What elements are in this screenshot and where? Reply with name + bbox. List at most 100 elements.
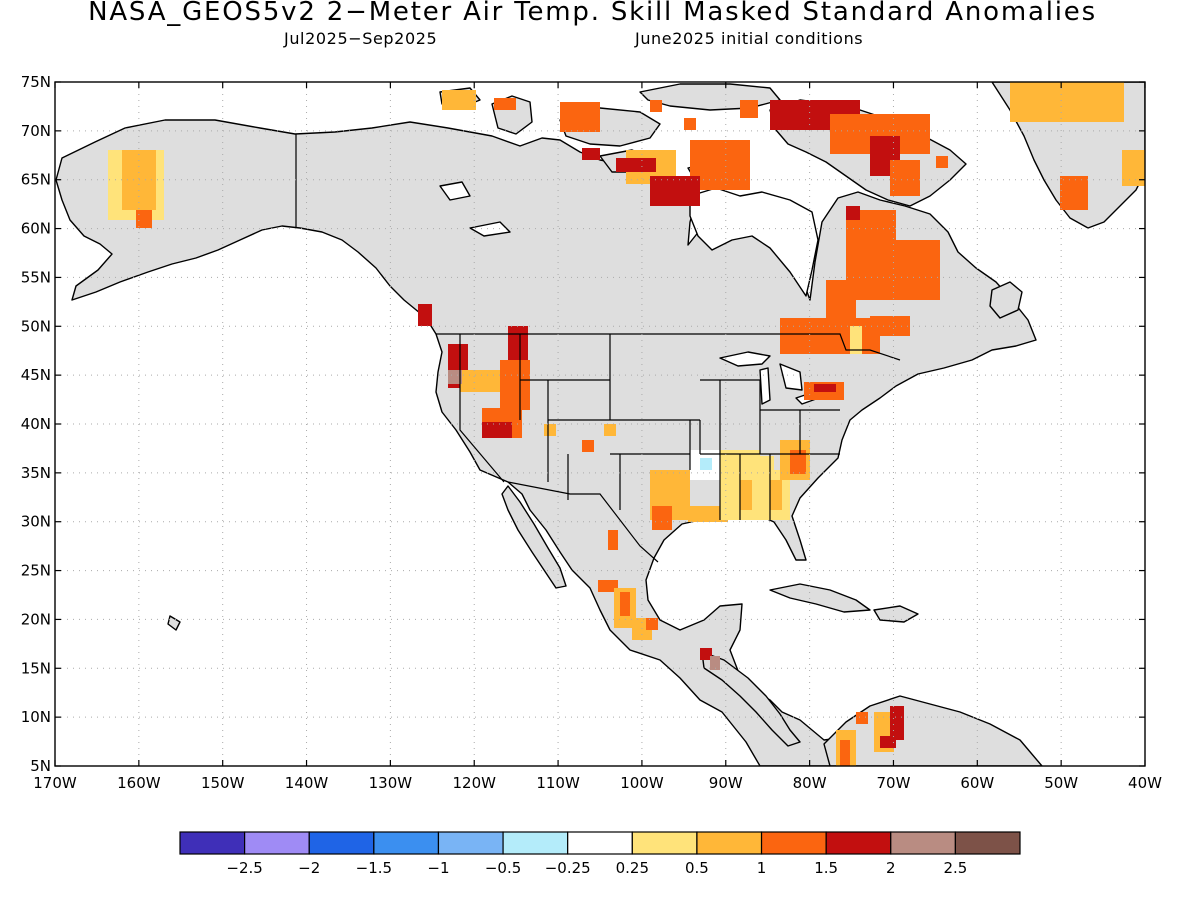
anomaly-cell — [1010, 82, 1124, 122]
anomaly-cell — [740, 480, 752, 510]
lon-tick-label: 130W — [369, 774, 413, 792]
lon-tick-label: 160W — [117, 774, 161, 792]
lon-tick-label: 170W — [33, 774, 77, 792]
cuba — [769, 583, 871, 613]
anomaly-cell — [1060, 176, 1088, 210]
lat-tick-label: 45N — [21, 366, 51, 384]
hawaii-island — [167, 615, 181, 631]
colorbar-label: 1 — [757, 859, 767, 877]
north-america-landmass — [55, 119, 1037, 766]
lat-tick-label: 65N — [21, 171, 51, 189]
initial-conditions: June2025 initial conditions — [635, 29, 864, 48]
colorbar-swatch — [567, 831, 633, 855]
newfoundland — [989, 281, 1023, 319]
colorbar-label: −1 — [427, 859, 449, 877]
anomaly-cell — [582, 440, 594, 452]
lat-tick-label: 50N — [21, 317, 51, 335]
lon-tick-label: 40W — [1128, 774, 1162, 792]
anomaly-cell — [710, 656, 720, 670]
anomaly-cell — [604, 424, 616, 436]
anomaly-cell — [582, 148, 600, 160]
colorbar-label: −1.5 — [356, 859, 392, 877]
anomaly-cell — [814, 384, 836, 392]
anomaly-shading — [108, 82, 1145, 766]
colorbar-swatch — [502, 831, 569, 855]
anomaly-cell — [890, 160, 920, 196]
lat-tick-label: 40N — [21, 415, 51, 433]
colorbar-label: −2.5 — [226, 859, 262, 877]
colorbar-swatch — [696, 831, 763, 855]
colorbar-label: 0.5 — [685, 859, 709, 877]
colorbar-label: −2 — [298, 859, 320, 877]
lat-tick-label: 60N — [21, 220, 51, 238]
anomaly-cell — [846, 206, 860, 220]
central-america — [701, 651, 801, 747]
lon-tick-label: 110W — [536, 774, 580, 792]
anomaly-cell — [494, 98, 516, 110]
anomaly-cell — [780, 318, 880, 354]
anomaly-cell — [442, 90, 476, 110]
colorbar-swatch — [244, 831, 310, 855]
colorbar-swatch — [373, 831, 440, 855]
anomaly-cell — [646, 618, 658, 630]
baja-california — [501, 485, 567, 589]
anomaly-cell — [740, 100, 758, 118]
lat-tick-label: 35N — [21, 464, 51, 482]
lon-tick-label: 60W — [960, 774, 994, 792]
colorbar-swatch — [825, 831, 892, 855]
map-title: NASA_GEOS5v2 2−Meter Air Temp. Skill Mas… — [88, 0, 1097, 27]
anomaly-cell — [890, 706, 904, 740]
lat-tick-label: 25N — [21, 562, 51, 580]
anomaly-cell — [826, 280, 856, 320]
anomaly-cell — [890, 240, 940, 300]
anomaly-cell — [880, 736, 896, 748]
anomaly-cell — [936, 156, 948, 168]
anomaly-cell — [608, 530, 618, 550]
colorbar-swatch — [890, 831, 956, 855]
forecast-period: Jul2025−Sep2025 — [284, 29, 438, 48]
colorbar-swatch — [760, 831, 827, 855]
anomaly-cell — [1122, 150, 1145, 186]
colorbar-label: 2 — [886, 859, 896, 877]
anomaly-cell — [460, 370, 500, 392]
colorbar-swatch — [308, 831, 375, 855]
anomaly-cell — [688, 506, 728, 522]
lat-tick-label: 20N — [21, 610, 51, 628]
lat-tick-label: 10N — [21, 708, 51, 726]
lake-superior — [719, 351, 771, 367]
colorbar-swatch — [954, 831, 1021, 855]
colorbar-label: 0.25 — [616, 859, 649, 877]
anomaly-cell — [684, 118, 696, 130]
anomaly-cell — [770, 480, 782, 510]
anomaly-cell — [482, 422, 512, 438]
lon-tick-label: 80W — [793, 774, 827, 792]
anomaly-cell — [790, 450, 806, 474]
anomaly-cell — [620, 592, 630, 616]
anomaly-cell — [840, 740, 850, 766]
colorbar-swatch — [631, 831, 698, 855]
anomaly-cell — [136, 210, 152, 228]
anomaly-cell — [598, 580, 618, 592]
anomaly-cell — [500, 360, 530, 410]
colorbar-label: 1.5 — [814, 859, 838, 877]
colorbar-legend: −2.5 −2 −1.5 −1 −0.5 −0.25 0.25 0.5 1 1.5 2 2.5 — [179, 831, 1021, 877]
colorbar-label: −0.5 — [485, 859, 521, 877]
lat-tick-label: 70N — [21, 122, 51, 140]
anomaly-cell — [448, 370, 462, 384]
anomaly-cell — [418, 304, 432, 326]
land-mask — [55, 82, 1145, 766]
anomaly-cell — [700, 648, 712, 660]
anomaly-cell — [652, 506, 672, 530]
lon-tick-label: 150W — [201, 774, 245, 792]
anomaly-cell — [508, 326, 528, 360]
colorbar-swatch — [179, 831, 246, 855]
colorbar-label: 2.5 — [943, 859, 967, 877]
lon-tick-label: 140W — [285, 774, 329, 792]
lat-tick-label: 75N — [21, 73, 51, 91]
anomaly-cell — [650, 176, 700, 206]
lon-tick-label: 50W — [1044, 774, 1078, 792]
anomaly-cell — [856, 712, 868, 724]
political-borders — [295, 134, 901, 563]
colorbar-swatch — [437, 831, 504, 855]
